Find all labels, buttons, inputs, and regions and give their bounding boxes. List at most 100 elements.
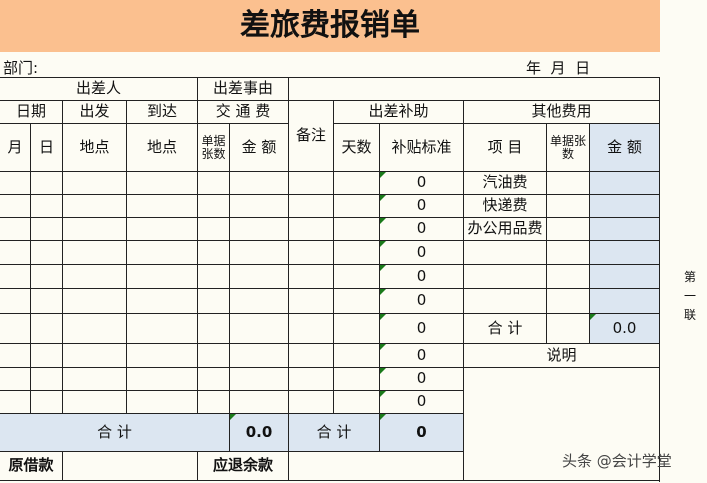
other-receipts-cell[interactable] [547,289,590,314]
entry-cell[interactable] [198,241,230,265]
entry-cell[interactable] [0,289,31,314]
allowance-standard-cell[interactable]: 0 [380,289,464,314]
entry-cell[interactable] [127,391,198,414]
loan-input[interactable] [63,452,198,481]
entry-cell[interactable] [198,391,230,414]
entry-cell[interactable] [127,368,198,391]
other-amount-cell[interactable] [590,172,660,195]
entry-cell[interactable] [289,265,334,289]
entry-cell[interactable] [289,314,334,344]
entry-cell[interactable] [63,289,127,314]
entry-cell[interactable] [230,265,289,289]
entry-cell[interactable] [31,218,63,241]
entry-cell[interactable] [334,314,380,344]
entry-cell[interactable] [0,344,31,368]
entry-cell[interactable] [334,265,380,289]
entry-cell[interactable] [31,172,63,195]
entry-cell[interactable] [127,314,198,344]
other-item-cell[interactable] [464,241,547,265]
other-item-cell[interactable]: 汽油费 [464,172,547,195]
entry-cell[interactable] [31,289,63,314]
allowance-standard-cell[interactable]: 0 [380,195,464,218]
entry-cell[interactable] [127,241,198,265]
other-amount-cell[interactable] [590,289,660,314]
allowance-standard-cell[interactable]: 0 [380,218,464,241]
entry-cell[interactable] [334,218,380,241]
other-receipts-cell[interactable] [547,195,590,218]
other-receipts-cell[interactable] [547,218,590,241]
allowance-standard-cell[interactable]: 0 [380,391,464,414]
other-amount-cell[interactable] [590,241,660,265]
entry-cell[interactable] [31,391,63,414]
entry-cell[interactable] [0,368,31,391]
other-item-cell[interactable] [464,265,547,289]
other-receipts-cell[interactable] [547,241,590,265]
entry-cell[interactable] [334,289,380,314]
entry-cell[interactable] [334,241,380,265]
allowance-standard-cell[interactable]: 0 [380,314,464,344]
entry-cell[interactable] [0,265,31,289]
entry-cell[interactable] [334,391,380,414]
other-receipts-cell[interactable] [547,172,590,195]
entry-cell[interactable] [289,195,334,218]
entry-cell[interactable] [31,241,63,265]
entry-cell[interactable] [0,172,31,195]
allowance-standard-cell[interactable]: 0 [380,344,464,368]
entry-cell[interactable] [63,195,127,218]
entry-cell[interactable] [31,368,63,391]
entry-cell[interactable] [127,344,198,368]
other-item-cell[interactable]: 办公用品费 [464,218,547,241]
refund-input[interactable] [289,452,464,481]
entry-cell[interactable] [334,172,380,195]
entry-cell[interactable] [230,289,289,314]
entry-cell[interactable] [127,265,198,289]
other-amount-cell[interactable] [590,218,660,241]
entry-cell[interactable] [63,241,127,265]
entry-cell[interactable] [198,172,230,195]
note-area[interactable] [464,368,660,481]
other-receipts-cell[interactable] [547,265,590,289]
entry-cell[interactable] [63,265,127,289]
entry-cell[interactable] [230,195,289,218]
entry-cell[interactable] [230,344,289,368]
entry-cell[interactable] [198,265,230,289]
entry-cell[interactable] [0,218,31,241]
entry-cell[interactable] [0,195,31,218]
entry-cell[interactable] [127,289,198,314]
entry-cell[interactable] [198,195,230,218]
entry-cell[interactable] [198,344,230,368]
entry-cell[interactable] [63,172,127,195]
entry-cell[interactable] [198,368,230,391]
entry-cell[interactable] [289,241,334,265]
entry-cell[interactable] [230,314,289,344]
entry-cell[interactable] [0,314,31,344]
entry-cell[interactable] [289,289,334,314]
entry-cell[interactable] [31,314,63,344]
entry-cell[interactable] [127,195,198,218]
entry-cell[interactable] [198,314,230,344]
entry-cell[interactable] [63,344,127,368]
entry-cell[interactable] [334,344,380,368]
entry-cell[interactable] [289,368,334,391]
entry-cell[interactable] [63,314,127,344]
allowance-standard-cell[interactable]: 0 [380,172,464,195]
entry-cell[interactable] [63,391,127,414]
entry-cell[interactable] [198,218,230,241]
entry-cell[interactable] [31,265,63,289]
entry-cell[interactable] [230,172,289,195]
other-item-cell[interactable]: 快递费 [464,195,547,218]
entry-cell[interactable] [334,368,380,391]
entry-cell[interactable] [289,391,334,414]
entry-cell[interactable] [31,344,63,368]
allowance-standard-cell[interactable]: 0 [380,265,464,289]
allowance-standard-cell[interactable]: 0 [380,241,464,265]
entry-cell[interactable] [230,391,289,414]
entry-cell[interactable] [230,368,289,391]
entry-cell[interactable] [63,368,127,391]
entry-cell[interactable] [0,391,31,414]
entry-cell[interactable] [198,289,230,314]
other-amount-cell[interactable] [590,265,660,289]
entry-cell[interactable] [289,344,334,368]
entry-cell[interactable] [230,218,289,241]
reason-input[interactable] [289,78,660,101]
